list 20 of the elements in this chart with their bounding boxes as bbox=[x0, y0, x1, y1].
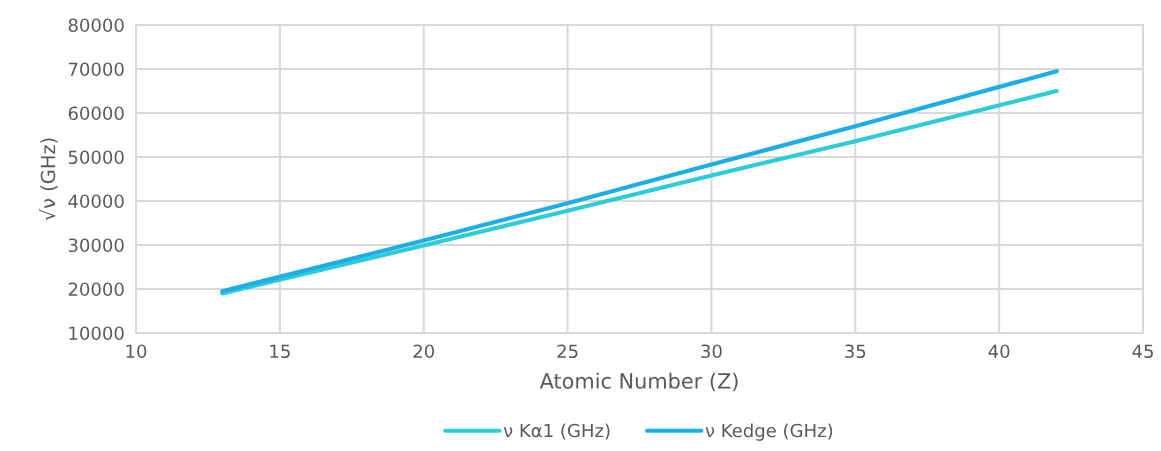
x-tick-label: 35 bbox=[845, 344, 866, 359]
x-axis-title: Atomic Number (Z) bbox=[539, 372, 738, 392]
y-tick-label: 70000 bbox=[68, 62, 124, 77]
x-tick-label: 10 bbox=[126, 344, 147, 359]
y-axis-title: √ν (GHz) bbox=[39, 138, 58, 221]
x-tick-label: 45 bbox=[1132, 344, 1153, 359]
x-tick-label: 30 bbox=[701, 344, 722, 359]
y-tick-label: 80000 bbox=[68, 18, 124, 33]
x-tick-label: 20 bbox=[413, 344, 434, 359]
legend-label: ν Kedge (GHz) bbox=[705, 423, 833, 441]
y-tick-label: 20000 bbox=[68, 282, 124, 297]
y-tick-label: 30000 bbox=[68, 238, 124, 253]
legend-label: ν Kα1 (GHz) bbox=[503, 423, 610, 440]
x-tick-label: 40 bbox=[988, 344, 1010, 359]
y-tick-label: 40000 bbox=[68, 194, 124, 209]
x-tick-label: 15 bbox=[270, 344, 290, 359]
y-tick-label: 60000 bbox=[68, 106, 124, 121]
x-tick-label: 25 bbox=[557, 344, 578, 359]
y-tick-label: 10000 bbox=[69, 326, 124, 341]
y-tick-label: 50000 bbox=[68, 150, 124, 165]
